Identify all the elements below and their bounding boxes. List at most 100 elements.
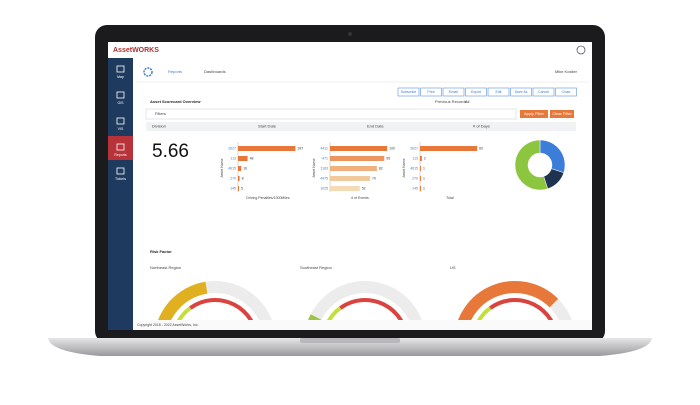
kpi-value: 5.66 — [152, 141, 189, 162]
sidebar-label[interactable]: Tickets — [115, 177, 126, 181]
gauge-band-green — [176, 306, 192, 320]
bar-category[interactable]: 270 — [230, 176, 236, 180]
bar — [238, 186, 239, 191]
bar-value: 2 — [424, 156, 426, 160]
bar-category[interactable]: 471 — [322, 156, 328, 160]
gauges — [158, 281, 572, 320]
bar-category[interactable]: 145 — [412, 186, 418, 190]
records-label: Previous Records — [435, 99, 467, 104]
gauge-title: US — [450, 265, 456, 270]
toolbar-button[interactable] — [555, 87, 577, 97]
sidebar-icon[interactable] — [116, 91, 125, 99]
bar-y-label: Asset Name — [220, 158, 224, 177]
filter-box[interactable] — [145, 108, 517, 120]
sidebar-icon[interactable] — [116, 65, 125, 73]
toolbar-button[interactable] — [510, 87, 532, 97]
bar-category[interactable]: 4475 — [320, 176, 328, 180]
gauge-fill — [158, 281, 208, 320]
gauge-band-red — [339, 298, 404, 320]
bar-category[interactable]: 270 — [412, 176, 418, 180]
bar-value: 95 — [386, 156, 390, 160]
toolbar-button-label[interactable]: Email — [449, 90, 458, 94]
bar-value: 82 — [379, 166, 383, 170]
sidebar — [108, 58, 133, 330]
reports-menu[interactable]: Reports — [168, 69, 182, 74]
laptop-base — [48, 338, 652, 356]
user-icon[interactable] — [576, 45, 586, 55]
sidebar-icon[interactable] — [116, 167, 125, 175]
bar — [330, 156, 385, 161]
bar-category[interactable]: 113 — [412, 156, 418, 160]
bar — [238, 166, 242, 171]
footer-bar — [133, 320, 592, 330]
bar-value: 60 — [479, 146, 483, 150]
sidebar-icon[interactable] — [116, 117, 125, 125]
bar — [330, 176, 370, 181]
toolbar-button[interactable] — [442, 87, 465, 97]
bar-category[interactable]: 2627 — [228, 146, 236, 150]
dashboards-menu[interactable]: Dashboards — [204, 69, 226, 74]
clear-button[interactable] — [550, 110, 574, 118]
bar-value: 8 — [242, 176, 244, 180]
bar-category[interactable]: 2627 — [410, 146, 418, 150]
toolbar-button[interactable] — [465, 87, 487, 97]
user-name[interactable]: Mike Kostler — [555, 69, 578, 74]
toolbar-button-label[interactable]: Cancel — [538, 90, 549, 94]
bar-value: 48 — [250, 156, 254, 160]
sidebar-label[interactable]: GIS — [117, 101, 124, 105]
bar-category[interactable]: 4615 — [410, 166, 418, 170]
sidebar-active — [108, 136, 133, 160]
toolbar-button-label[interactable]: Close — [562, 90, 571, 94]
bar-value: 16 — [243, 166, 247, 170]
gauge-fill — [308, 314, 322, 320]
toolbar-button-label[interactable]: Export — [471, 90, 481, 94]
bar-value: 1 — [423, 176, 425, 180]
bar-category[interactable]: 145 — [230, 186, 236, 190]
content — [133, 58, 592, 320]
filters-label[interactable]: Filters — [155, 111, 166, 116]
sidebar-label[interactable]: VIS — [118, 127, 124, 131]
apply-button[interactable] — [520, 110, 548, 118]
logo: AssetWORKS — [113, 47, 159, 54]
bar-value: 52 — [362, 186, 366, 190]
records-value: All — [465, 99, 470, 104]
toolbar-button-label[interactable]: Subscribe — [401, 90, 417, 94]
bar-category[interactable]: 1163 — [320, 166, 328, 170]
clear-label[interactable]: Clear Filter — [552, 111, 572, 116]
gauge-title: Northeast Region — [150, 265, 181, 270]
sidebar-icon[interactable] — [116, 143, 125, 151]
settings-icon[interactable] — [143, 67, 153, 77]
bar-category[interactable]: 4411 — [320, 146, 328, 150]
bar-value: 100 — [389, 146, 395, 150]
toolbar-button-label[interactable]: Edit — [495, 90, 501, 94]
bar — [238, 156, 248, 161]
toolbar-button[interactable] — [397, 87, 420, 97]
bar — [330, 186, 360, 191]
donut-segment — [514, 139, 549, 191]
bar-value: 70 — [372, 176, 376, 180]
bar — [420, 146, 478, 151]
column-header — [146, 122, 576, 131]
toolbar-button[interactable] — [487, 87, 510, 97]
bar-value: 1 — [423, 166, 425, 170]
column-label[interactable]: Division — [152, 124, 166, 129]
sidebar-label[interactable]: Map — [117, 75, 124, 79]
column-label[interactable]: Start Date — [258, 124, 277, 129]
bar — [420, 166, 421, 171]
bar — [420, 186, 421, 191]
bar — [330, 146, 388, 151]
bar-category[interactable]: 113 — [230, 156, 236, 160]
toolbar-button-label[interactable]: Print — [427, 90, 434, 94]
toolbar-button[interactable] — [532, 87, 555, 97]
sidebar-label[interactable]: Reports — [114, 153, 127, 157]
column-label[interactable]: End Date — [367, 124, 384, 129]
bar-category[interactable]: 1025 — [320, 186, 328, 190]
column-label[interactable]: # of Days — [473, 124, 490, 129]
bar-value: 1 — [423, 186, 425, 190]
toolbar-button-label[interactable]: Save As — [515, 90, 528, 94]
apply-label[interactable]: Apply Filter — [524, 111, 545, 116]
toolbar-button[interactable] — [420, 87, 442, 97]
bar-category[interactable]: 4615 — [228, 166, 236, 170]
bar-value: 287 — [297, 146, 303, 150]
gauge-band-green — [476, 306, 492, 320]
